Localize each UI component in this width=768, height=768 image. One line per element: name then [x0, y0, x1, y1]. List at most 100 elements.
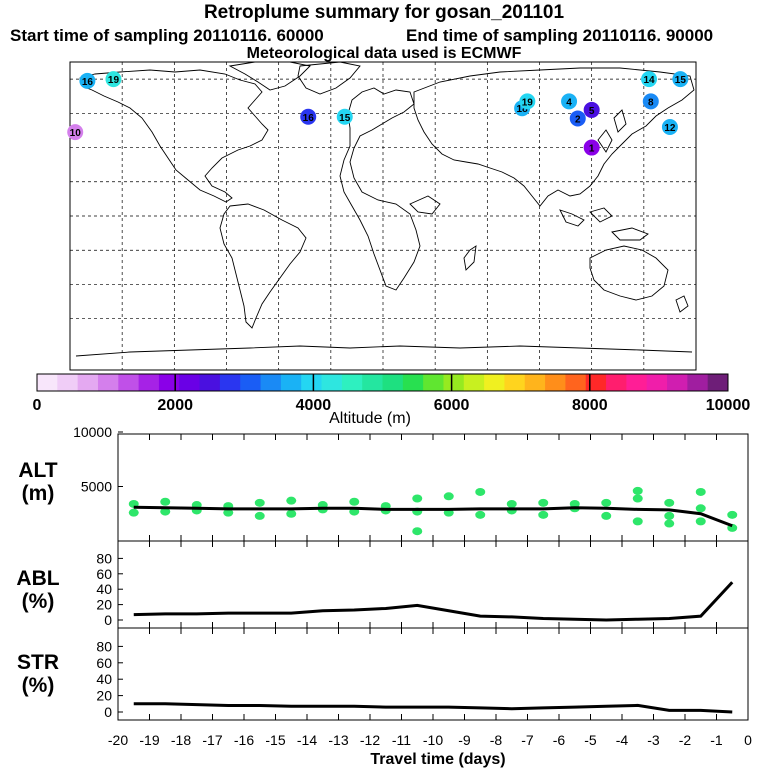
y-tick-label: 5000 — [81, 479, 112, 495]
y-tick-label: 80 — [96, 550, 112, 566]
colorbar-cell — [321, 374, 343, 391]
colorbar-cell — [57, 374, 79, 391]
particle-marker — [561, 93, 578, 110]
scatter-point — [254, 498, 265, 507]
y-tick-label: 10000 — [73, 424, 112, 440]
x-tick-label: -11 — [392, 732, 411, 748]
particle-label: 19 — [522, 97, 534, 108]
scatter-point — [160, 507, 171, 516]
colorbar-tick-label: 8000 — [572, 397, 608, 414]
particle-marker — [79, 72, 96, 89]
colorbar-cell — [402, 374, 424, 391]
x-tick-label: -13 — [328, 732, 348, 748]
scatter-point — [632, 517, 643, 526]
particle-label: 2 — [575, 114, 581, 125]
panel-unit-label: (%) — [22, 674, 55, 697]
panel-unit-label: (m) — [22, 482, 55, 505]
scatter-point — [254, 511, 265, 520]
colorbar-cell — [341, 374, 363, 391]
y-tick-label: 80 — [96, 638, 112, 654]
scatter-point — [664, 498, 675, 507]
scatter-point — [349, 497, 360, 506]
x-tick-label: -3 — [647, 732, 660, 748]
colorbar-cell — [179, 374, 201, 391]
colorbar-cell — [463, 374, 485, 391]
particle-marker — [67, 124, 84, 141]
scatter-point — [538, 498, 549, 507]
colorbar-tick-label: 2000 — [157, 397, 193, 414]
scatter-point — [223, 508, 234, 517]
colorbar-cell — [443, 374, 465, 391]
scatter-point — [475, 510, 486, 519]
x-tick-label: -6 — [553, 732, 566, 748]
colorbar-tick-label: 0 — [33, 397, 42, 414]
particle-marker — [583, 139, 600, 156]
scatter-point — [601, 498, 612, 507]
y-tick-label: 20 — [96, 597, 112, 613]
map-graticule — [70, 62, 696, 370]
y-tick-label: 60 — [96, 655, 112, 671]
x-tick-label: -8 — [490, 732, 503, 748]
colorbar-cell — [219, 374, 241, 391]
x-tick-label: -16 — [234, 732, 254, 748]
x-tick-label: -20 — [108, 732, 128, 748]
particle-marker — [583, 101, 600, 118]
x-tick-label: 0 — [744, 732, 752, 748]
particle-label: 8 — [648, 97, 654, 108]
particle-marker — [105, 71, 122, 88]
y-tick-label: 60 — [96, 566, 112, 582]
colorbar-label: Altitude (m) — [329, 410, 411, 427]
particle-label: 14 — [643, 75, 655, 86]
colorbar-cell — [626, 374, 648, 391]
scatter-point — [632, 486, 643, 495]
particle-marker — [661, 119, 678, 136]
x-tick-label: -1 — [710, 732, 723, 748]
colorbar-cell — [606, 374, 627, 391]
colorbar-cell — [77, 374, 99, 391]
particle-marker — [300, 108, 317, 125]
y-tick-label: 40 — [96, 671, 112, 687]
particle-label: 4 — [566, 97, 572, 108]
scatter-point — [160, 497, 171, 506]
colorbar-cells — [37, 374, 729, 391]
x-tick-label: -12 — [360, 732, 380, 748]
start-time-label: Start time of sampling 20110116. 60000 — [10, 26, 324, 45]
panel-label: STR — [17, 651, 59, 674]
time-series-panels: 100005000ALT(m)806040200ABL(%)806040200S… — [16, 424, 749, 721]
colorbar-cell — [524, 374, 546, 391]
colorbar-tick-labels: 0 2000 4000 6000 8000 10000 — [33, 397, 751, 414]
particle-label: 15 — [675, 75, 687, 86]
x-tick-label: -4 — [616, 732, 629, 748]
scatter-point — [695, 504, 706, 513]
particle-label: 12 — [664, 123, 676, 134]
x-tick-label: -15 — [265, 732, 285, 748]
x-tick-label: -2 — [679, 732, 692, 748]
meteorological-data-label: Meteorological data used is ECMWF — [246, 45, 522, 62]
x-tick-label: -9 — [458, 732, 471, 748]
particle-marker — [641, 71, 658, 88]
particle-marker — [569, 110, 586, 127]
particle-marker — [642, 93, 659, 110]
colorbar-cell — [138, 374, 160, 391]
scatter-point — [695, 487, 706, 496]
scatter-point — [601, 511, 612, 520]
particle-marker — [672, 71, 689, 88]
scatter-point — [664, 511, 675, 520]
scatter-point — [286, 496, 297, 505]
series-line — [133, 581, 734, 622]
coastlines — [75, 61, 695, 357]
scatter-point — [506, 499, 517, 508]
altitude-colorbar: 0 2000 4000 6000 8000 10000 Altitude (m) — [33, 373, 751, 427]
x-tick-label: -14 — [297, 732, 317, 748]
particle-label: 1 — [589, 144, 595, 155]
scatter-point — [538, 510, 549, 519]
colorbar-cell — [199, 374, 221, 391]
chart-title: Retroplume summary for gosan_201101 — [203, 2, 565, 23]
scatter-point — [695, 517, 706, 526]
particle-label: 16 — [82, 77, 94, 88]
particle-marker — [519, 93, 536, 110]
